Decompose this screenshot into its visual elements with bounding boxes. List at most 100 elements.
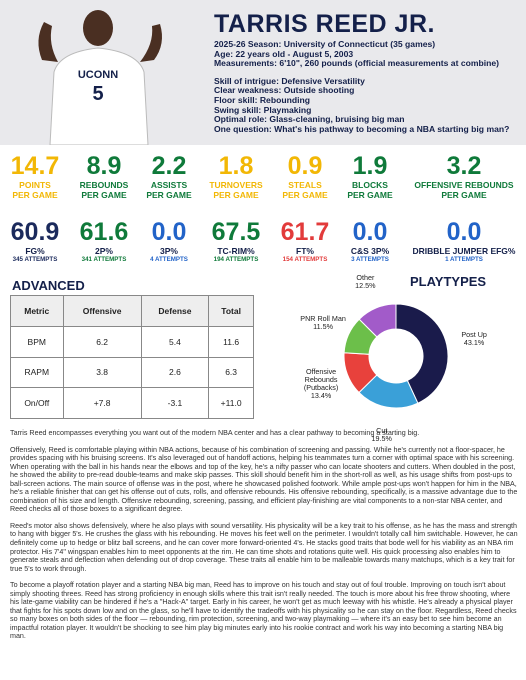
stat-label: 3P%	[160, 246, 178, 256]
value-label: 11.5%	[313, 322, 333, 332]
column-header: Total	[208, 295, 254, 327]
paragraph: To become a playoff rotation player and …	[10, 581, 517, 641]
pie-slice	[395, 303, 449, 404]
paragraph: Reed's motor also shows defensively, whe…	[10, 521, 518, 573]
trait-line: Skill of intrigue: Defensive Versatility	[214, 75, 365, 86]
column-header: Defense	[140, 295, 210, 327]
stat-cell: 61.6 2P% 341 ATTEMPTS	[70, 218, 138, 263]
table-cell: On/Off	[10, 387, 64, 419]
value-label: 13.4%	[310, 391, 332, 401]
stat-label: REBOUNDS	[79, 180, 129, 190]
stat-label: POINTS	[19, 180, 51, 190]
jersey-text: UCONN	[78, 69, 118, 81]
stat-label: TC-RIM%	[217, 246, 255, 256]
stat-sub: PER GAME	[81, 190, 127, 200]
stat-value: 3.2	[446, 152, 482, 180]
stat-cell: 14.7 POINTS PER GAME	[0, 152, 70, 200]
category-label: Cut	[376, 425, 388, 435]
stat-sub: PER GAME	[12, 190, 58, 200]
stat-label: 2P%	[95, 246, 113, 256]
stat-attempts: 341 ATTEMPTS	[81, 256, 127, 263]
stat-cell: 3.2 OFFENSIVE REBOUNDS PER GAME	[402, 152, 526, 200]
stat-attempts: 4 ATTEMPTS	[150, 256, 188, 263]
table-cell: 5.4	[140, 325, 210, 358]
table-row: On/Off +7.8 -3.1 +11.0	[10, 387, 254, 419]
stat-cell: 0.9 STEALS PER GAME	[272, 152, 338, 200]
table-cell: 11.6	[208, 325, 254, 358]
stat-cell: 8.9 REBOUNDS PER GAME	[70, 152, 138, 200]
stat-cell: 60.9 FG% 345 ATTEMPTS	[0, 218, 70, 263]
stat-label: ASSISTS	[150, 180, 188, 190]
stat-value: 1.9	[352, 152, 388, 180]
shooting-stats: 60.9 FG% 345 ATTEMPTS 61.6 2P% 341 ATTEMPTS 0.…	[0, 218, 526, 263]
table-cell: 3.8	[62, 356, 142, 389]
player-info: 2025-26 Season: University of Connecticu…	[214, 39, 509, 134]
stat-value: 61.7	[280, 218, 330, 246]
advanced-table: Metric Offensive Defense Total BPM 6.2 5.4 11.6…	[10, 295, 254, 419]
stat-value: 0.0	[151, 218, 187, 246]
stat-label: DRIBBLE JUMPER EFG%	[412, 246, 516, 256]
stat-cell: 0.0 3P% 4 ATTEMPTS	[138, 218, 200, 263]
jersey-number: 5	[92, 83, 103, 105]
slice-label: PNR Roll Man 11.5%	[292, 315, 354, 331]
stat-label: BLOCKS	[352, 180, 388, 190]
trait-line: Floor skill: Rebounding	[214, 94, 310, 105]
stat-label: FT%	[296, 246, 314, 256]
stat-sub: PER GAME	[146, 190, 192, 200]
table-cell: RAPM	[10, 356, 64, 389]
category-label: Offensive Rebounds (Putbacks)	[303, 367, 339, 393]
info-line: 2025-26 Season: University of Connecticu…	[214, 39, 436, 49]
stat-attempts: 194 ATTEMPTS	[213, 256, 259, 263]
value-label: 12.5%	[355, 281, 376, 291]
per-game-stats: 14.7 POINTS PER GAME 8.9 REBOUNDS PER GAME 2.2…	[0, 152, 526, 200]
stat-value: 2.2	[151, 152, 187, 180]
stat-label: STEALS	[288, 180, 322, 190]
slice-label: Post Up 43.1%	[443, 330, 505, 347]
stat-cell: 0.0 DRIBBLE JUMPER EFG% 1 ATTEMPTS	[402, 218, 526, 263]
player-name: TARRIS REED JR.	[214, 10, 435, 38]
header: UCONN 5 TARRIS REED JR. 2025-26 Season: …	[0, 0, 526, 145]
table-row: BPM 6.2 5.4 11.6	[10, 325, 254, 358]
slice-label: Cut 19.5%	[351, 425, 413, 443]
stat-value: 0.0	[446, 218, 482, 246]
stat-label: OFFENSIVE REBOUNDS	[414, 180, 514, 190]
article-body: Tarris Reed encompasses everything you w…	[10, 429, 518, 649]
paragraph: Offensively, Reed is comfortable playing…	[10, 445, 518, 514]
stat-value: 0.9	[287, 152, 323, 180]
advanced-title: ADVANCED	[12, 278, 85, 293]
table-cell: BPM	[10, 325, 64, 358]
table-cell: -3.1	[140, 387, 210, 419]
stat-label: FG%	[25, 246, 45, 256]
stat-sub: PER GAME	[282, 190, 328, 200]
stat-value: 67.5	[211, 218, 261, 246]
stat-cell: 1.8 TURNOVERS PER GAME	[200, 152, 272, 200]
stat-label: C&S 3P%	[350, 246, 390, 256]
stat-attempts: 1 ATTEMPTS	[445, 256, 483, 263]
stat-value: 14.7	[10, 152, 60, 180]
table-cell: +11.0	[208, 387, 254, 419]
stat-sub: PER GAME	[347, 190, 393, 200]
trait-line: Clear weakness: Outside shooting	[214, 85, 355, 96]
stat-value: 60.9	[10, 218, 60, 246]
stat-value: 1.8	[218, 152, 254, 180]
slice-label: Other 12.5%	[334, 274, 396, 290]
table-cell: 2.6	[140, 356, 210, 389]
stat-label: TURNOVERS	[209, 180, 263, 190]
stat-attempts: 3 ATTEMPTS	[351, 256, 389, 263]
slice-label: Offensive Rebounds (Putbacks) 13.4%	[290, 368, 352, 400]
stat-cell: 1.9 BLOCKS PER GAME	[338, 152, 402, 200]
stat-sub: PER GAME	[213, 190, 259, 200]
pie-slice	[358, 303, 397, 338]
stat-value: 61.6	[79, 218, 129, 246]
paragraph: Tarris Reed encompasses everything you w…	[10, 429, 420, 437]
table-row: RAPM 3.8 2.6 6.3	[10, 356, 254, 389]
table-cell: 6.2	[62, 325, 142, 358]
table-header: Metric Offensive Defense Total	[10, 295, 254, 327]
trait-line: Optimal role: Glass-cleaning, bruising b…	[214, 114, 405, 125]
table-cell: 6.3	[208, 356, 254, 389]
trait-line: Swing skill: Playmaking	[214, 104, 312, 115]
stat-attempts: 345 ATTEMPTS	[12, 256, 58, 263]
info-line: Age: 22 years old - August 5, 2003	[214, 48, 354, 59]
stat-value: 8.9	[86, 152, 122, 180]
